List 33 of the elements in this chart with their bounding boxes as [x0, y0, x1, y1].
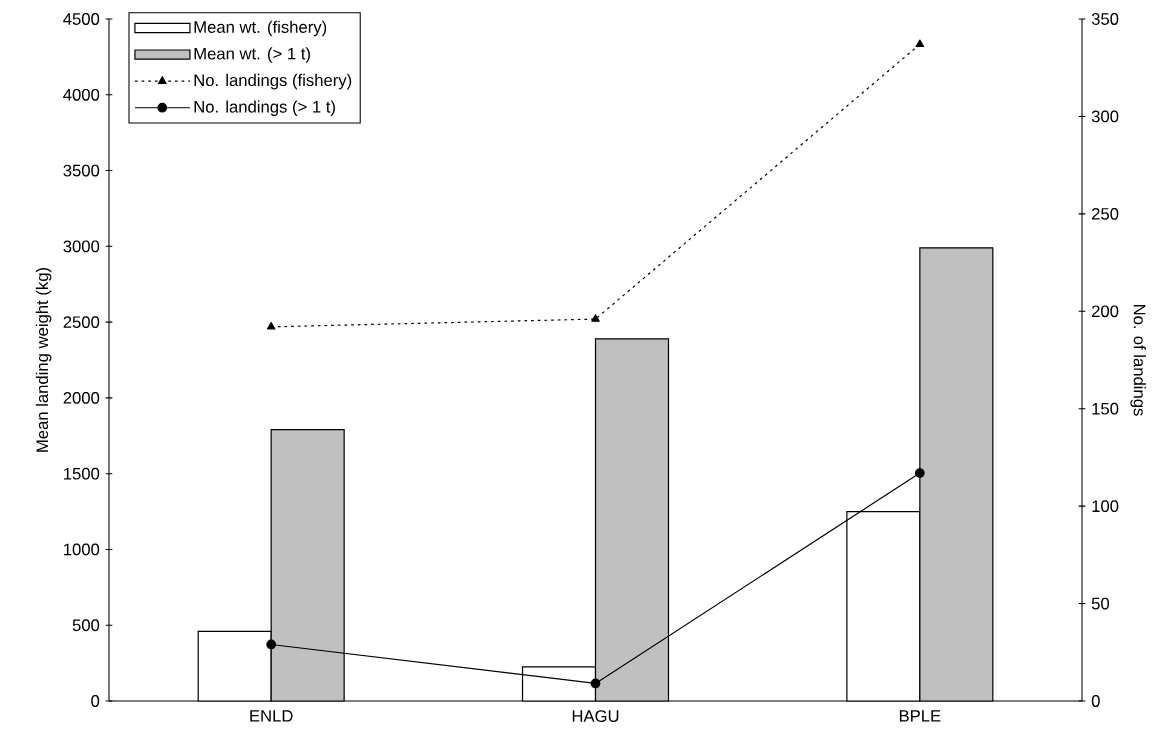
legend-label: No. landings (> 1 t): [194, 100, 335, 116]
point: [266, 639, 277, 650]
x-tick-label: ENLD: [250, 710, 293, 722]
y2-tick-label: 250: [1092, 207, 1119, 220]
x-tick-label: HAGU: [572, 710, 619, 722]
y2-tick-label: 350: [1091, 13, 1119, 25]
y-axis-title: Mean landing weight (kg): [35, 267, 52, 452]
legend-label: Mean wt. (> 1 t): [194, 47, 310, 63]
y-tick-label: 4000: [63, 88, 100, 101]
y2-tick-label: 0: [1091, 695, 1100, 707]
x-tick-label: BPLE: [899, 710, 941, 722]
y-tick-label: 2500: [63, 316, 100, 329]
legend-label: Mean wt. (fishery): [194, 20, 327, 37]
y2-tick-label: 200: [1092, 305, 1119, 318]
y-tick-label: 0: [91, 695, 100, 707]
y2-axis-title: No. of landings: [1130, 304, 1146, 416]
point: [591, 314, 600, 322]
y2-tick-label: 100: [1092, 500, 1119, 513]
legend-label: No. landings (fishery): [194, 73, 352, 90]
y-tick-label: 4500: [63, 13, 100, 25]
point: [266, 322, 276, 330]
y2-tick-label: 300: [1091, 110, 1119, 123]
point: [915, 39, 925, 48]
y-tick-label: 1500: [64, 467, 100, 480]
y-tick-label: 3000: [63, 240, 100, 253]
y-tick-label: 2000: [63, 392, 100, 404]
y-tick-label: 1000: [64, 543, 100, 556]
y2-tick-label: 150: [1092, 402, 1119, 415]
y-tick-label: 3500: [63, 164, 100, 177]
y-tick-label: 500: [72, 619, 100, 632]
point: [914, 468, 925, 478]
y2-tick-label: 50: [1091, 597, 1110, 610]
point: [590, 678, 601, 689]
